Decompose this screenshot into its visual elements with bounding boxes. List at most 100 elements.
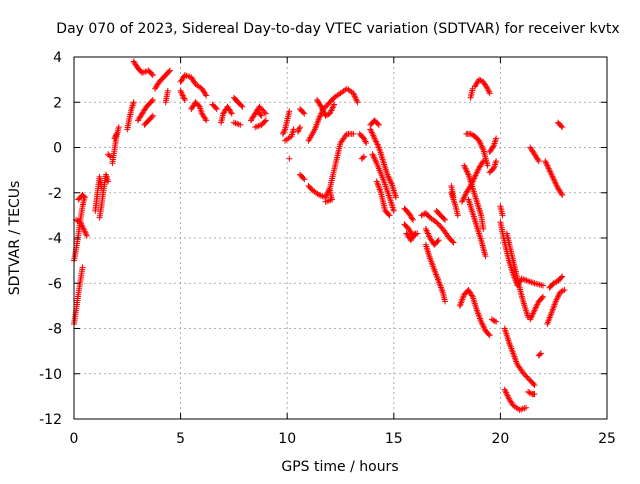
data-point <box>113 130 120 137</box>
data-point <box>261 118 268 125</box>
data-point <box>301 176 308 183</box>
data-point <box>374 120 381 127</box>
data-point <box>490 317 497 324</box>
y-axis-label: SDTVAR / TECUs <box>7 181 23 296</box>
x-tick-label: 0 <box>70 431 79 447</box>
data-point <box>392 194 399 201</box>
data-point <box>493 318 500 325</box>
data-point <box>434 220 441 227</box>
data-point <box>361 153 367 160</box>
data-point <box>203 117 210 124</box>
data-point <box>300 175 307 181</box>
data-point <box>449 238 456 245</box>
data-point <box>434 238 441 245</box>
data-point <box>493 158 500 165</box>
data-point <box>558 123 565 129</box>
data-point <box>148 71 155 77</box>
data-point <box>350 130 357 137</box>
data-point <box>286 155 293 162</box>
data-point <box>363 140 370 146</box>
data-point <box>213 106 220 112</box>
data-point <box>442 216 448 223</box>
data-point <box>238 102 245 109</box>
data-point <box>259 106 265 113</box>
data-point <box>385 211 392 218</box>
y-tick-label: 0 <box>53 141 62 157</box>
x-tick-label: 25 <box>598 431 616 447</box>
data-point <box>286 108 293 115</box>
x-tick-label: 10 <box>278 431 296 447</box>
y-tick-label: -10 <box>39 367 62 383</box>
data-point <box>559 124 566 131</box>
data-point <box>203 92 210 99</box>
data-point <box>258 112 265 119</box>
data-point <box>558 190 565 197</box>
data-point <box>79 264 86 271</box>
data-point <box>130 99 137 106</box>
y-tick-label: -6 <box>48 276 62 292</box>
data-point <box>559 273 566 280</box>
data-point <box>262 110 269 117</box>
data-point <box>297 124 303 131</box>
data-point <box>485 331 492 338</box>
data-point <box>212 104 219 111</box>
data-point <box>115 124 122 131</box>
data-point <box>181 97 188 103</box>
data-point <box>262 117 269 124</box>
data-point <box>442 298 448 305</box>
data-point <box>493 135 500 142</box>
data-point <box>149 72 156 79</box>
data-point <box>322 198 329 205</box>
data-point <box>260 107 267 114</box>
data-point <box>539 295 545 301</box>
x-axis-label: GPS time / hours <box>281 459 398 475</box>
y-tick-label: 4 <box>53 50 62 66</box>
data-point <box>409 215 416 222</box>
y-tick-labels: 4 2 0 -2 -4 -6 -8 -10 -12 <box>39 50 62 428</box>
data-point <box>480 225 487 232</box>
data-point <box>499 212 506 219</box>
data-point <box>530 380 537 387</box>
data-point <box>559 192 566 198</box>
data-point <box>537 350 544 357</box>
data-point <box>257 111 264 118</box>
data-point <box>531 391 538 398</box>
data-point <box>107 153 114 160</box>
data-point <box>412 230 419 237</box>
data-point <box>540 282 546 289</box>
data-point <box>375 121 382 128</box>
data-point <box>440 215 447 222</box>
data-point <box>295 127 302 134</box>
data-point <box>468 292 475 299</box>
data-point <box>433 219 440 226</box>
y-tick-label: -12 <box>39 412 62 428</box>
y-tick-label: -2 <box>48 186 62 202</box>
data-point <box>148 98 155 105</box>
axis-ticks <box>73 56 608 420</box>
data-point <box>469 85 476 92</box>
data-point <box>239 103 246 110</box>
data-point <box>148 114 155 120</box>
data-point <box>165 68 172 75</box>
data-point <box>296 125 303 132</box>
data-point <box>80 193 87 200</box>
data-point <box>290 126 297 133</box>
data-point <box>450 194 457 201</box>
data-point <box>202 91 209 98</box>
data-point <box>534 156 541 163</box>
x-tick-label: 20 <box>491 431 509 447</box>
data-point <box>281 127 288 134</box>
data-point <box>227 109 234 116</box>
x-tick-label: 5 <box>176 431 185 447</box>
data-point <box>559 287 566 294</box>
data-point <box>531 382 538 389</box>
data-point <box>354 99 361 106</box>
data-point <box>454 212 461 219</box>
data-point <box>261 109 268 116</box>
data-point <box>482 253 489 260</box>
data-point <box>450 239 457 246</box>
data-point <box>522 372 529 379</box>
chart-title: Day 070 of 2023, Sidereal Day-to-day VTE… <box>56 21 619 37</box>
data-point <box>491 318 498 324</box>
